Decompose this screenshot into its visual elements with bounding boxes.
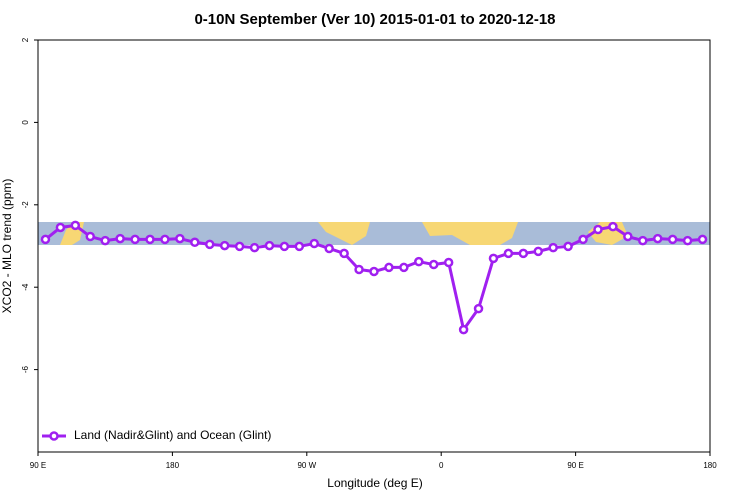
point <box>204 239 215 250</box>
point <box>55 222 66 233</box>
point <box>428 259 439 270</box>
point <box>324 243 334 254</box>
point <box>279 241 290 252</box>
point <box>578 234 588 245</box>
point <box>115 233 125 244</box>
chart-title: 0-10N September (Ver 10) 2015-01-01 to 2… <box>194 11 555 28</box>
ocean-band <box>38 222 710 245</box>
y-tick-label: -4 <box>21 283 30 291</box>
x-tick-label: 90 E <box>30 461 46 470</box>
x-tick-label: 90 W <box>297 461 316 470</box>
point <box>518 248 529 259</box>
legend-marker <box>49 431 59 441</box>
point <box>548 242 558 253</box>
point <box>623 231 633 242</box>
y-tick-label: 2 <box>21 37 30 42</box>
point <box>160 234 170 245</box>
y-tick-label: -2 <box>21 201 30 209</box>
point <box>130 234 140 245</box>
point <box>190 237 200 248</box>
point <box>100 235 110 246</box>
point <box>264 240 275 251</box>
x-tick-label: 0 <box>439 461 444 470</box>
point <box>219 240 230 251</box>
point <box>533 246 544 257</box>
point <box>593 224 603 235</box>
x-tick-label: 90 E <box>567 461 583 470</box>
point <box>458 324 469 335</box>
point <box>85 231 96 242</box>
land <box>318 222 370 245</box>
map-strip <box>38 222 710 245</box>
point <box>697 234 708 245</box>
point <box>503 248 514 259</box>
point <box>473 303 484 314</box>
point <box>652 233 663 244</box>
x-axis-label: Longitude (deg E) <box>327 476 422 490</box>
point <box>399 262 409 273</box>
legend-label: Land (Nadir&Glint) and Ocean (Glint) <box>74 428 271 442</box>
point <box>175 233 185 244</box>
x-tick-label: 180 <box>166 461 180 470</box>
point <box>608 221 618 232</box>
point <box>443 257 454 268</box>
land <box>422 222 518 245</box>
point <box>682 235 693 246</box>
point <box>234 241 245 252</box>
point <box>249 242 260 253</box>
y-tick-label: -6 <box>21 365 30 373</box>
plot-frame <box>37 39 711 453</box>
point <box>638 235 648 246</box>
point <box>70 220 81 231</box>
point <box>145 234 155 245</box>
point <box>563 241 573 252</box>
point <box>667 234 678 245</box>
y-axis-label: XCO2 - MLO trend (ppm) <box>0 179 14 314</box>
point <box>354 264 364 275</box>
point <box>414 256 424 267</box>
point <box>40 234 51 245</box>
point <box>339 248 349 259</box>
point <box>309 238 320 249</box>
point <box>369 266 379 277</box>
point <box>294 241 305 252</box>
x-tick-label: 180 <box>703 461 717 470</box>
y-tick-label: 0 <box>21 120 30 125</box>
point <box>384 262 394 273</box>
point <box>488 253 499 264</box>
